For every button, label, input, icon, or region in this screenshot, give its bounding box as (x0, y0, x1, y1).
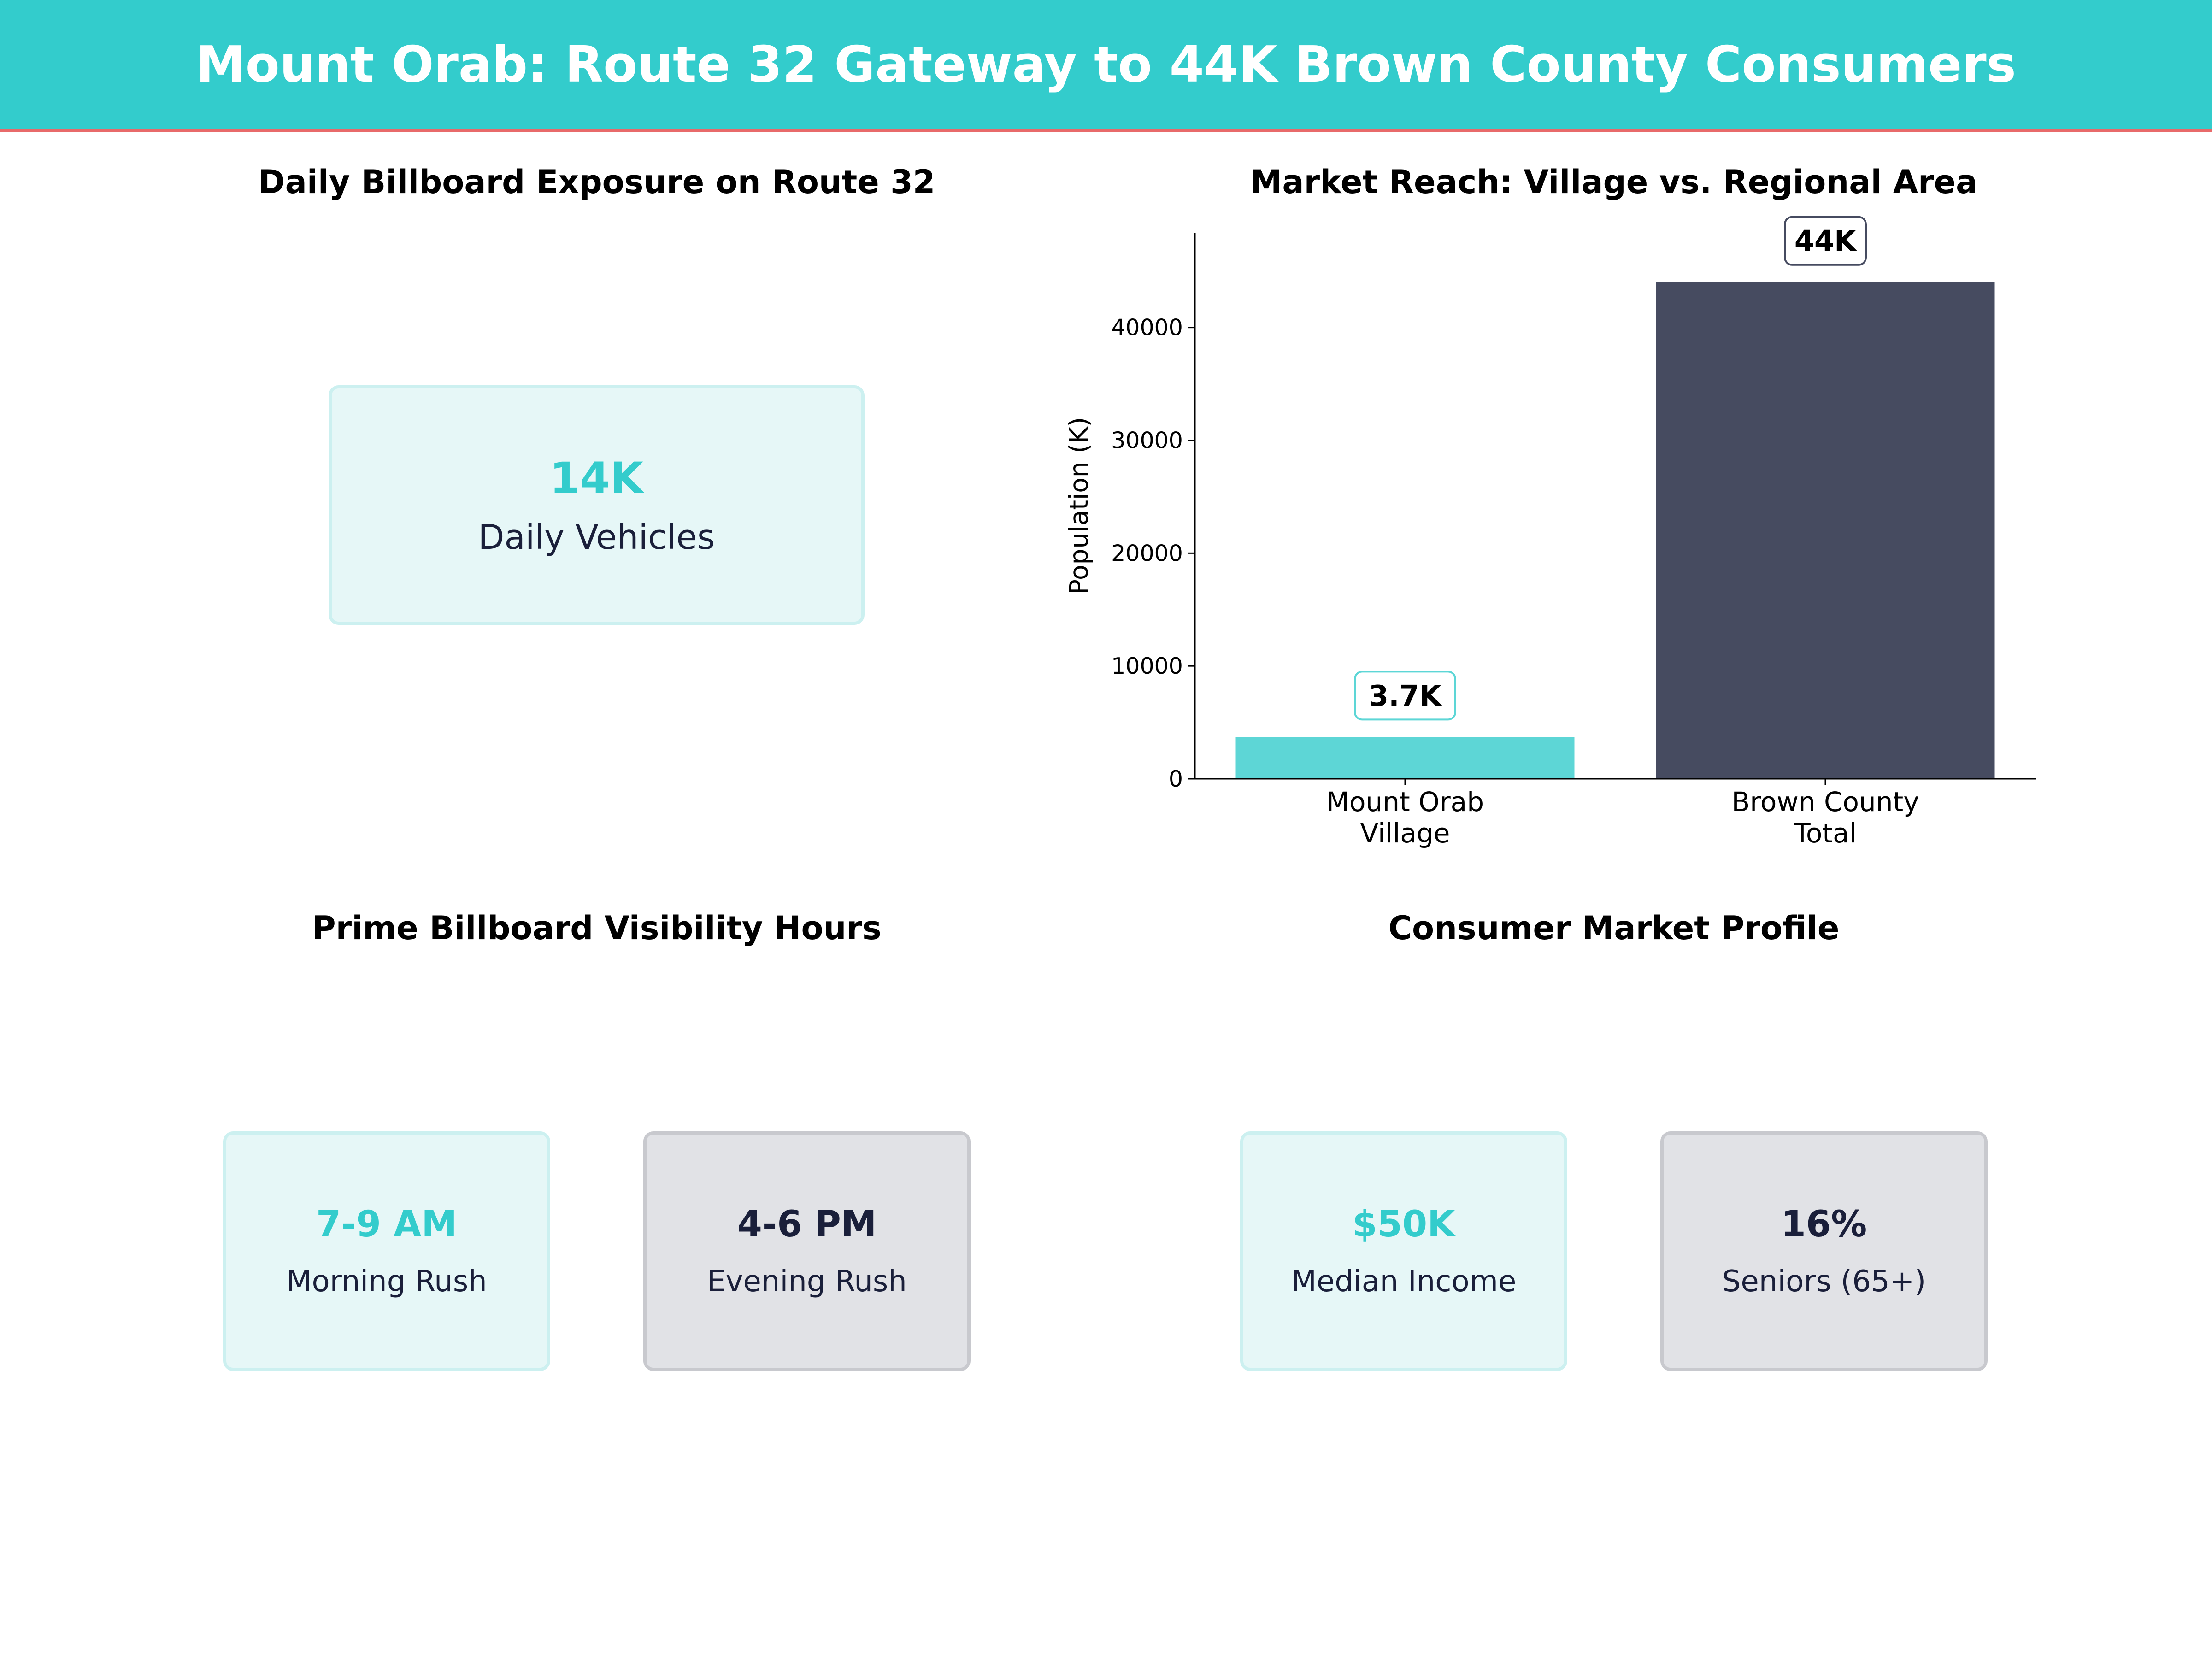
median-income-value: $50K (1352, 1204, 1455, 1245)
y-tick-label-1: 10000 (1111, 653, 1183, 679)
evening-rush-label: Evening Rush (707, 1265, 907, 1299)
daily-vehicles-card: 14K Daily Vehicles (329, 385, 865, 625)
y-axis-label: Population (K) (1064, 417, 1094, 594)
profile-title: Consumer Market Profile (1388, 909, 1840, 947)
daily-vehicles-value: 14K (549, 453, 644, 504)
x-tick-label-1: Brown County (1731, 786, 1919, 818)
hours-title: Prime Billboard Visibility Hours (312, 909, 882, 947)
seniors-card: 16% Seniors (65+) (1660, 1131, 1988, 1371)
evening-rush-value: 4-6 PM (737, 1204, 877, 1245)
x-tick-label-0: Village (1360, 818, 1450, 849)
page-title: Mount Orab: Route 32 Gateway to 44K Brow… (196, 35, 2016, 94)
evening-rush-card: 4-6 PM Evening Rush (643, 1131, 971, 1371)
bar-1 (1656, 282, 1995, 779)
y-tick-label-2: 20000 (1111, 540, 1183, 566)
data-label-1: 44K (1794, 224, 1857, 258)
daily-vehicles-label: Daily Vehicles (478, 517, 715, 557)
morning-rush-card: 7-9 AM Morning Rush (223, 1131, 550, 1371)
bar-0 (1235, 737, 1575, 779)
chart-title: Market Reach: Village vs. Regional Area (1250, 163, 1978, 201)
data-label-box-0 (1354, 671, 1456, 721)
data-label-box-1 (1784, 216, 1867, 266)
median-income-label: Median Income (1291, 1265, 1517, 1299)
seniors-value: 16% (1781, 1204, 1867, 1245)
header-banner: Mount Orab: Route 32 Gateway to 44K Brow… (0, 0, 2212, 132)
median-income-card: $50K Median Income (1240, 1131, 1567, 1371)
y-tick-label-0: 0 (1169, 766, 1183, 792)
seniors-label: Seniors (65+) (1722, 1265, 1926, 1299)
x-tick-label-1: Total (1794, 818, 1856, 849)
y-tick-label-3: 30000 (1111, 427, 1183, 453)
y-tick-label-4: 40000 (1111, 315, 1183, 341)
data-label-0: 3.7K (1369, 679, 1442, 712)
exposure-title: Daily Billboard Exposure on Route 32 (258, 163, 935, 201)
x-tick-label-0: Mount Orab (1326, 786, 1484, 818)
morning-rush-label: Morning Rush (286, 1265, 487, 1299)
morning-rush-value: 7-9 AM (316, 1204, 458, 1245)
